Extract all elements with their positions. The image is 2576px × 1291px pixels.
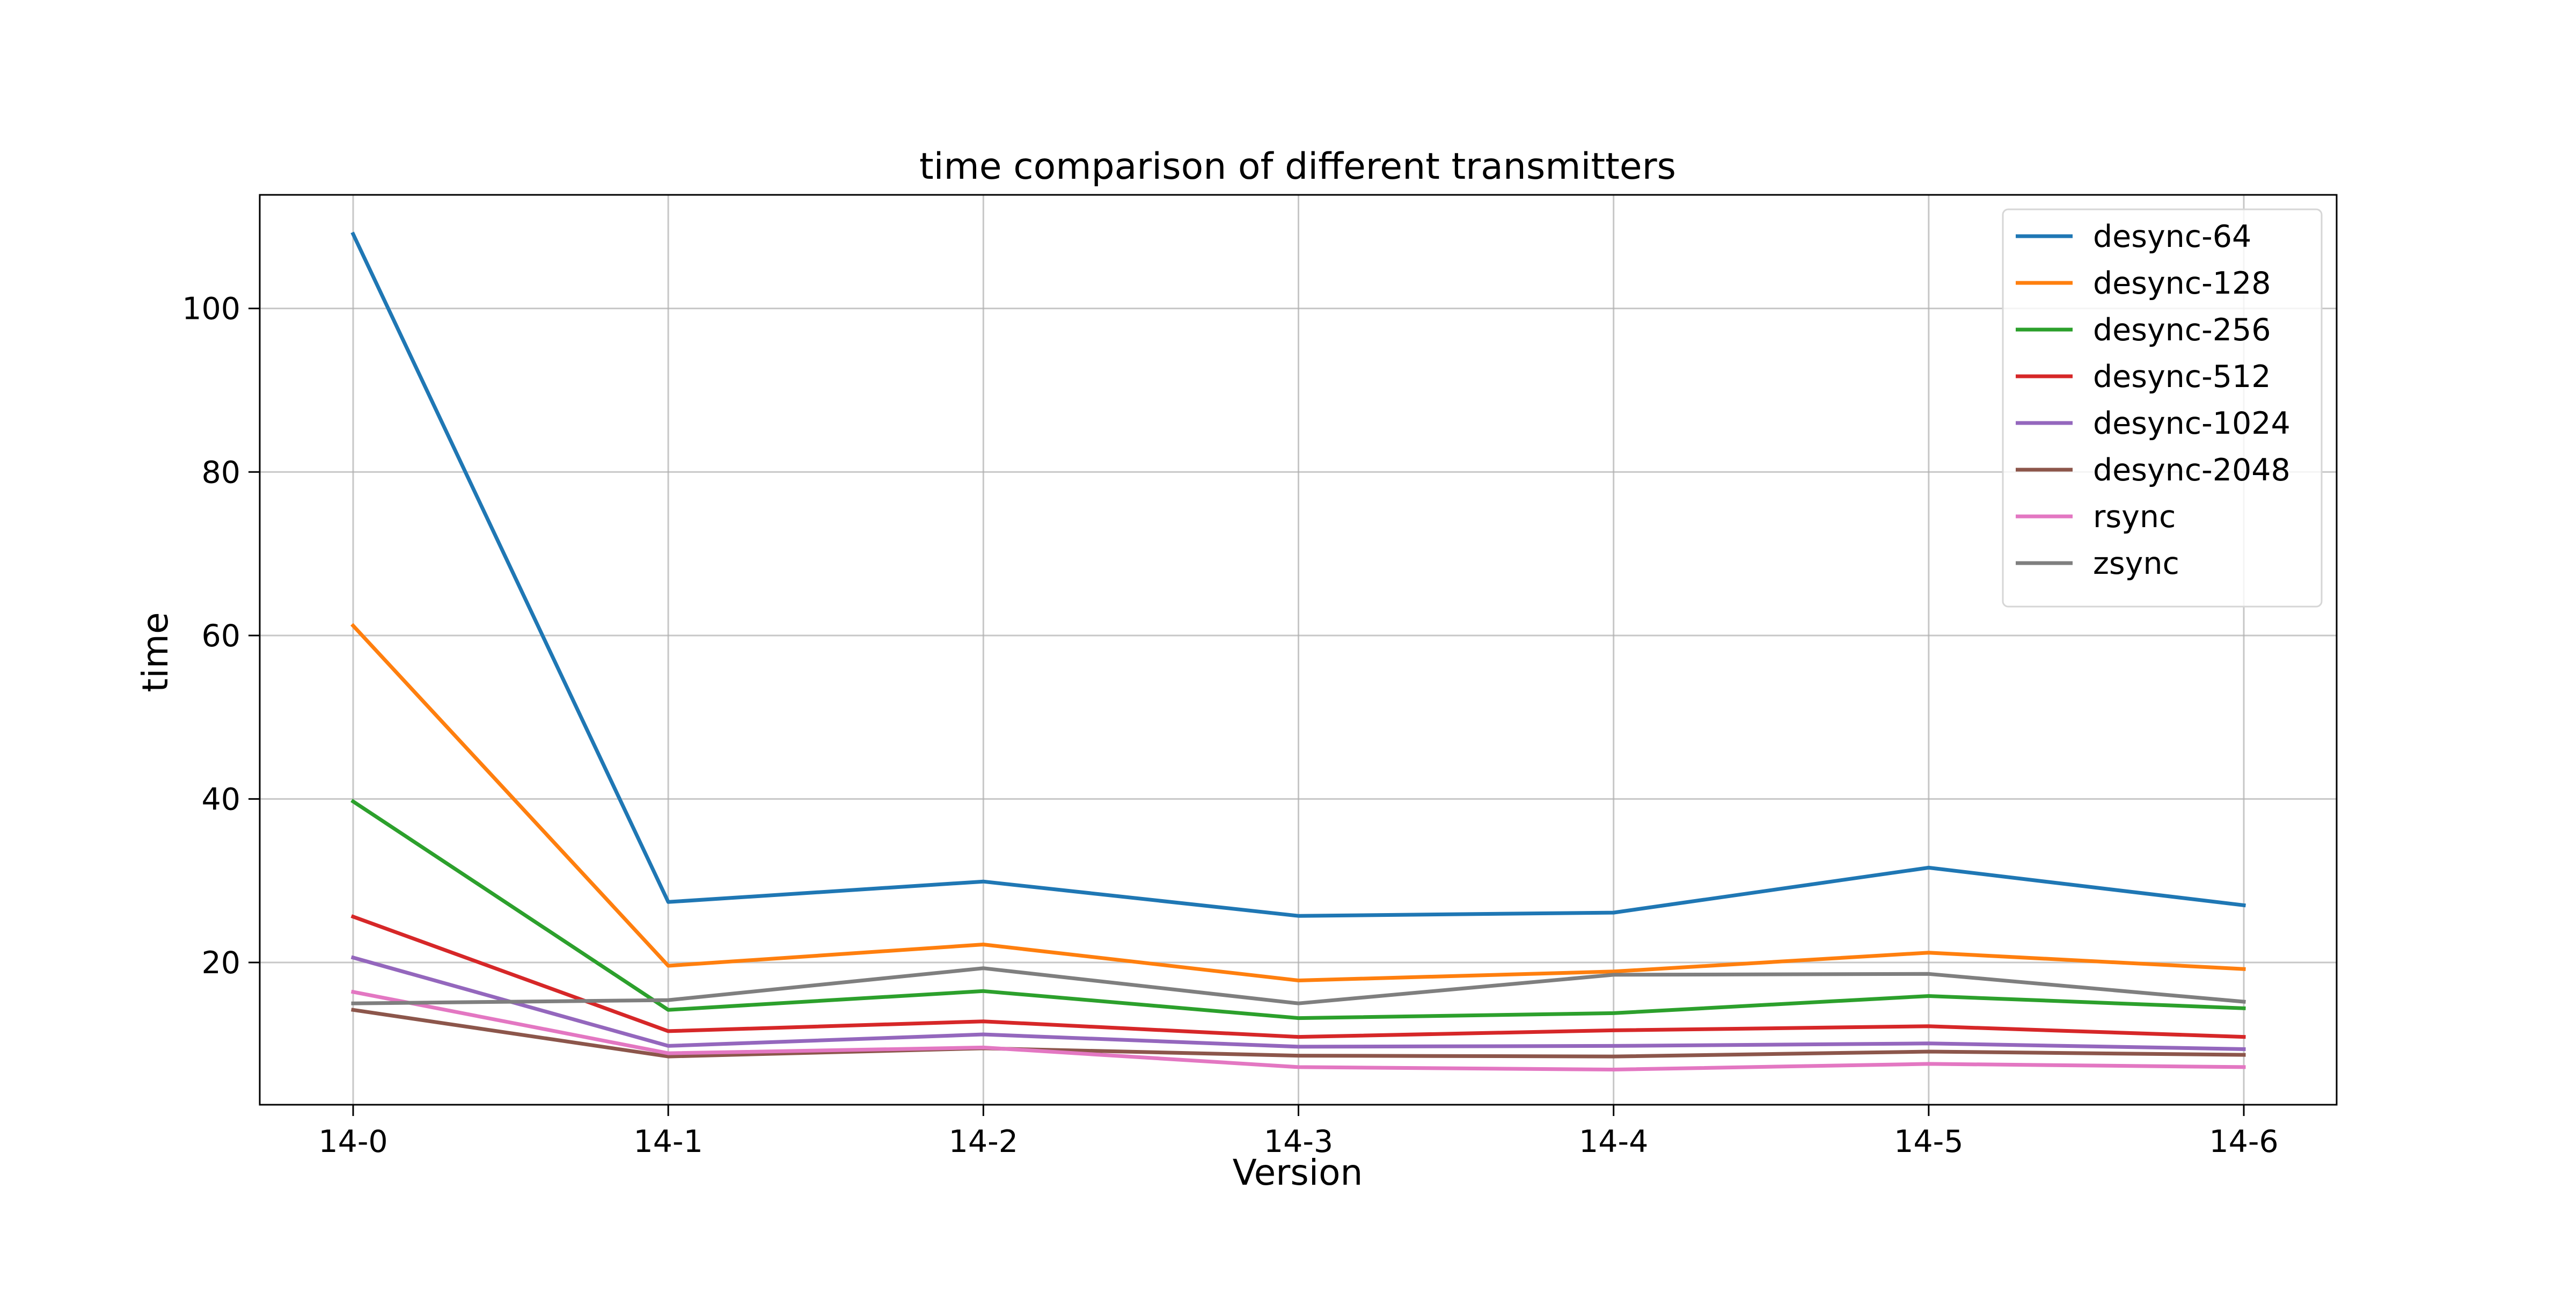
- series-line-desync-64: [350, 231, 2246, 918]
- series-line-desync-512: [350, 914, 2246, 1039]
- chart-title: time comparison of different transmitter…: [919, 145, 1676, 188]
- legend-label-desync-128: desync-128: [2093, 266, 2271, 301]
- series-line-desync-128: [350, 623, 2246, 982]
- y-tick-label: 80: [201, 455, 240, 490]
- legend: desync-64 desync-128 desync-256 desync-512 d…: [2002, 208, 2323, 608]
- series-line-desync-1024: [350, 955, 2246, 1051]
- legend-label-desync-1024: desync-1024: [2093, 406, 2290, 441]
- x-tick-label: 14-0: [318, 1124, 387, 1159]
- x-tick-label: 14-5: [1894, 1124, 1963, 1159]
- y-axis-ticks: 20 40 60 80 100: [182, 291, 260, 981]
- x-axis-label: Version: [1233, 1152, 1363, 1193]
- y-axis-label: time: [135, 612, 176, 692]
- legend-label-rsync: rsync: [2093, 499, 2176, 535]
- series-lines: [350, 231, 2246, 1071]
- legend-label-desync-2048: desync-2048: [2093, 453, 2290, 488]
- x-tick-label: 14-6: [2209, 1124, 2278, 1159]
- legend-label-desync-256: desync-256: [2093, 312, 2271, 348]
- legend-frame: [2002, 208, 2323, 608]
- series-line-desync-256: [350, 799, 2246, 1020]
- x-tick-label: 14-2: [949, 1124, 1018, 1159]
- legend-label-desync-64: desync-64: [2093, 219, 2251, 254]
- y-tick-label: 100: [182, 291, 240, 327]
- series-line-rsync: [350, 989, 2246, 1071]
- series-line-desync-2048: [351, 1008, 2246, 1059]
- legend-label-zsync: zsync: [2093, 546, 2179, 581]
- x-tick-label: 14-1: [633, 1124, 702, 1159]
- x-tick-label: 14-3: [1264, 1124, 1333, 1159]
- x-axis-ticks: 14-0 14-1 14-2 14-3 14-4 14-5 14-6: [318, 1105, 2279, 1159]
- grid: [260, 195, 2337, 1105]
- legend-label-desync-512: desync-512: [2093, 359, 2271, 395]
- y-tick-label: 40: [201, 782, 240, 817]
- series-line-zsync: [351, 966, 2246, 1005]
- y-tick-label: 20: [201, 945, 240, 981]
- x-tick-label: 14-4: [1579, 1124, 1648, 1159]
- y-tick-label: 60: [201, 618, 240, 654]
